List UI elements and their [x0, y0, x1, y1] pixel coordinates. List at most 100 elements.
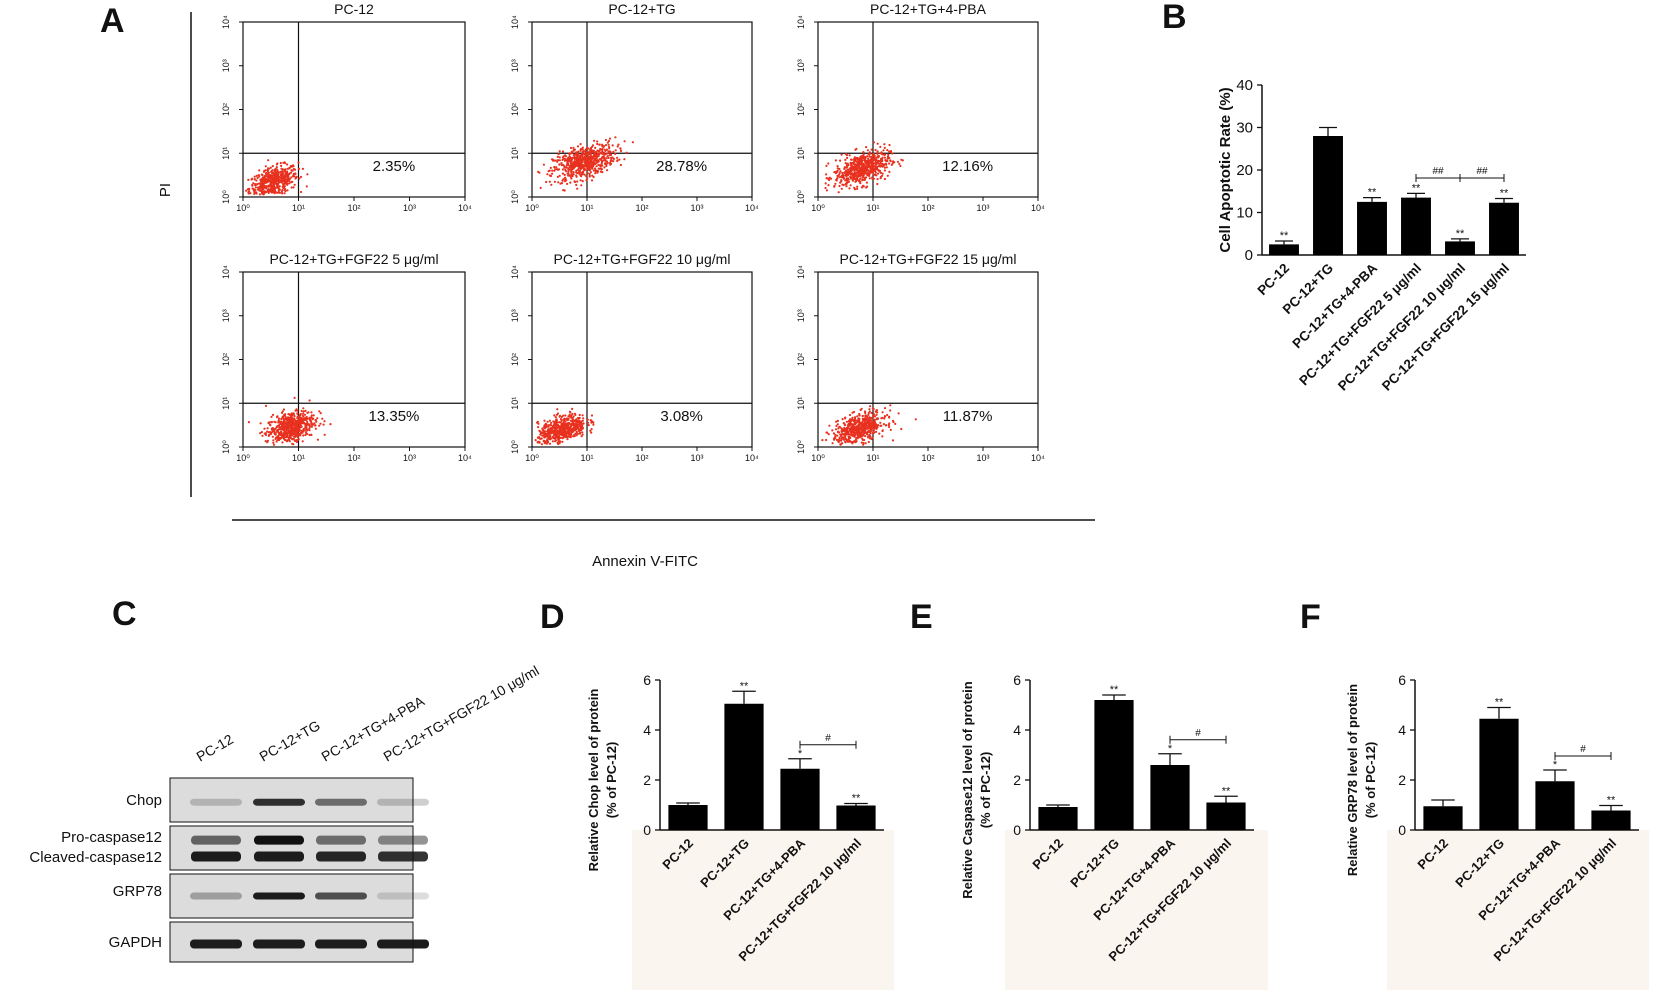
- flow-dot: [271, 165, 274, 168]
- flow-dot: [865, 172, 869, 175]
- flow-dot: [253, 190, 256, 193]
- flow-dot: [876, 182, 879, 186]
- flow-dot: [850, 176, 853, 179]
- flow-dot: [548, 174, 552, 177]
- y-tick-label: 10²: [510, 103, 520, 116]
- flow-dot: [837, 191, 840, 194]
- flow-dot: [588, 172, 591, 176]
- flow-dot: [288, 435, 291, 438]
- flow-dot: [853, 170, 856, 173]
- flow-dot: [572, 146, 575, 149]
- flow-dot: [850, 422, 853, 425]
- flow-dot: [292, 412, 295, 415]
- flow-dot: [276, 168, 279, 171]
- flow-dot: [291, 414, 294, 417]
- flow-dot: [568, 428, 571, 431]
- flow-dot: [883, 169, 887, 172]
- flow-dot: [561, 150, 565, 153]
- flow-dot: [855, 165, 858, 168]
- flow-dot: [859, 431, 862, 434]
- flow-dot: [276, 173, 279, 176]
- flow-dot: [564, 414, 567, 417]
- flow-dot: [553, 159, 557, 162]
- flow-dot: [558, 436, 561, 439]
- flow-dot: [279, 173, 282, 176]
- flow-dot: [308, 429, 311, 432]
- flow-dot: [846, 168, 850, 171]
- flow-dot: [549, 424, 552, 427]
- flow-dot: [272, 443, 276, 446]
- y-tick-label: 2: [1013, 772, 1021, 788]
- flow-dot: [870, 411, 873, 415]
- flow-dot: [842, 437, 845, 440]
- flow-dot: [833, 437, 836, 440]
- flow-dot: [855, 171, 858, 174]
- flow-dot: [318, 424, 321, 427]
- flow-dot: [297, 438, 300, 441]
- flow-dot: [858, 412, 861, 416]
- flow-dot: [258, 193, 261, 196]
- flow-dot: [556, 159, 559, 162]
- flow-dot: [301, 440, 304, 443]
- flow-dot: [568, 422, 571, 425]
- flow-dot: [303, 413, 307, 416]
- flow-dot: [606, 169, 609, 172]
- flow-dot: [594, 167, 597, 170]
- flow-dot: [874, 173, 877, 176]
- flow-dot: [313, 422, 316, 425]
- flow-dot: [296, 425, 299, 428]
- flow-dot: [576, 416, 580, 420]
- protein-band: [377, 892, 429, 900]
- flow-dot: [570, 433, 573, 436]
- flow-dot: [589, 148, 592, 151]
- flow-dot: [874, 167, 877, 170]
- flow-dot: [555, 166, 558, 169]
- flow-dot: [580, 422, 583, 425]
- flow-dot: [845, 175, 848, 178]
- flow-dot: [290, 176, 293, 179]
- flow-dot: [582, 170, 585, 173]
- significance-mark: **: [852, 793, 861, 805]
- flow-dot: [861, 163, 865, 166]
- flow-dot: [856, 178, 859, 181]
- flow-dot: [264, 432, 267, 435]
- flow-dot: [860, 424, 863, 427]
- flow-dot: [601, 143, 604, 146]
- flow-dot: [601, 147, 604, 150]
- y-tick-label: 10¹: [796, 147, 806, 160]
- protein-band: [190, 939, 242, 949]
- flow-dot: [270, 183, 273, 186]
- flow-dots: [534, 407, 595, 446]
- chart-label-background: [632, 830, 894, 990]
- flow-dot: [591, 174, 594, 177]
- flow-dot: [556, 434, 559, 437]
- flow-dot: [885, 166, 888, 169]
- flow-dot: [596, 170, 600, 173]
- flow-dot: [841, 171, 844, 174]
- x-tick-label: 10²: [921, 203, 934, 213]
- flow-dot: [851, 416, 854, 419]
- flow-dot: [869, 169, 872, 172]
- flow-dot: [567, 417, 570, 420]
- x-tick-label: 10⁰: [236, 453, 250, 463]
- flow-dot: [841, 173, 845, 176]
- flow-dot: [308, 433, 311, 437]
- flow-dot: [827, 184, 830, 187]
- flow-dot: [578, 169, 581, 173]
- y-axis-label: Relative Chop level of protein: [586, 689, 601, 872]
- flow-dot: [569, 146, 573, 150]
- flow-dot: [852, 176, 855, 179]
- flow-dot: [867, 440, 870, 444]
- bar-chart-caspase12: 0 2 4 6 Relative Caspase12 level of protein(…: [960, 672, 1268, 990]
- flow-x-axis-label: Annexin V-FITC: [592, 553, 698, 570]
- flow-dot: [561, 158, 564, 161]
- x-tick-label: 10⁴: [745, 453, 759, 463]
- flow-dot: [874, 171, 877, 174]
- flow-dot: [879, 165, 882, 168]
- flow-dot: [553, 414, 556, 417]
- panel-letter-b: B: [1162, 0, 1187, 36]
- flow-dot: [298, 416, 301, 419]
- flow-dot: [864, 162, 868, 165]
- flow-dot: [304, 431, 307, 434]
